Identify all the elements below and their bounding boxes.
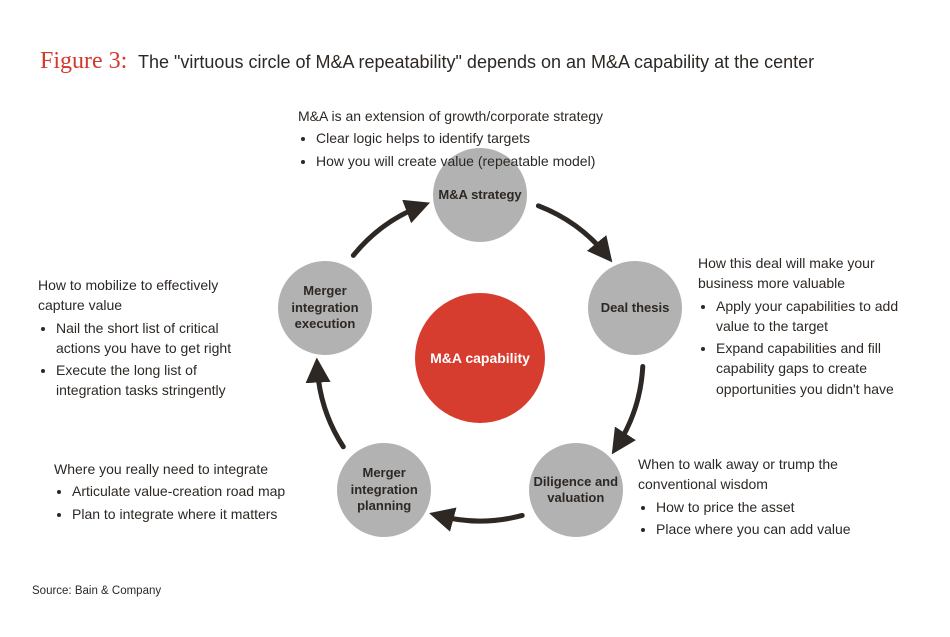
cycle-arrow: [438, 515, 522, 521]
virtuous-circle-diagram: M&A capability M&A strategy Deal thesis Di…: [270, 148, 690, 568]
figure-title-text: The "virtuous circle of M&A repeatabilit…: [138, 52, 814, 72]
annotation-bullet: Nail the short list of critical actions …: [56, 318, 256, 359]
annotation-thesis: How this deal will make your business mo…: [698, 253, 923, 399]
node-label: Deal thesis: [601, 300, 670, 316]
annotation-execution: How to mobilize to effectively capture v…: [38, 275, 256, 401]
source-attribution: Source: Bain & Company: [32, 585, 161, 597]
annotation-bullets: Articulate value-creation road map Plan t…: [54, 481, 299, 524]
cycle-arrow: [617, 367, 643, 447]
annotation-bullet: Apply your capabilities to add value to …: [716, 296, 923, 337]
annotation-lead: Where you really need to integrate: [54, 459, 299, 479]
annotation-bullets: Nail the short list of critical actions …: [38, 318, 256, 401]
annotation-bullet: How you will create value (repeatable mo…: [316, 151, 648, 171]
node-execution: Merger integration execution: [278, 261, 372, 355]
annotation-bullets: How to price the assetPlace where you ca…: [638, 497, 883, 540]
cycle-arrow: [317, 367, 343, 447]
annotation-bullet: Execute the long list of integration tas…: [56, 360, 256, 401]
annotation-lead: How to mobilize to effectively capture v…: [38, 275, 256, 316]
annotation-bullet: Articulate value-creation road map: [72, 481, 299, 501]
annotation-bullet: Place where you can add value: [656, 519, 883, 539]
annotation-bullets: Apply your capabilities to add value to …: [698, 296, 923, 399]
cycle-arrow: [538, 206, 606, 256]
node-thesis: Deal thesis: [588, 261, 682, 355]
node-label: M&A strategy: [438, 187, 521, 203]
annotation-bullet: Clear logic helps to identify targets: [316, 128, 648, 148]
annotation-lead: How this deal will make your business mo…: [698, 253, 923, 294]
annotation-diligence: When to walk away or trump the conventio…: [638, 454, 883, 539]
cycle-arrow: [353, 206, 421, 256]
node-label: Merger integration planning: [337, 465, 431, 514]
annotation-bullet: Plan to integrate where it matters: [72, 504, 299, 524]
annotation-bullet: Expand capabilities and fill capability …: [716, 338, 923, 399]
center-node-label: M&A capability: [430, 349, 530, 367]
center-node-ma-capability: M&A capability: [415, 293, 545, 423]
annotation-lead: When to walk away or trump the conventio…: [638, 454, 883, 495]
node-diligence: Diligence and valuation: [529, 443, 623, 537]
node-planning: Merger integration planning: [337, 443, 431, 537]
node-label: Merger integration execution: [278, 283, 372, 332]
annotation-bullets: Clear logic helps to identify targets How…: [298, 128, 648, 171]
annotation-lead: M&A is an extension of growth/corporate …: [298, 106, 648, 126]
figure-label: Figure 3:: [40, 48, 127, 74]
figure-title: Figure 3: The "virtuous circle of M&A re…: [40, 48, 814, 75]
annotation-planning: Where you really need to integrate Artic…: [54, 459, 299, 524]
annotation-bullet: How to price the asset: [656, 497, 883, 517]
node-label: Diligence and valuation: [529, 474, 623, 507]
annotation-strategy: M&A is an extension of growth/corporate …: [298, 106, 648, 171]
